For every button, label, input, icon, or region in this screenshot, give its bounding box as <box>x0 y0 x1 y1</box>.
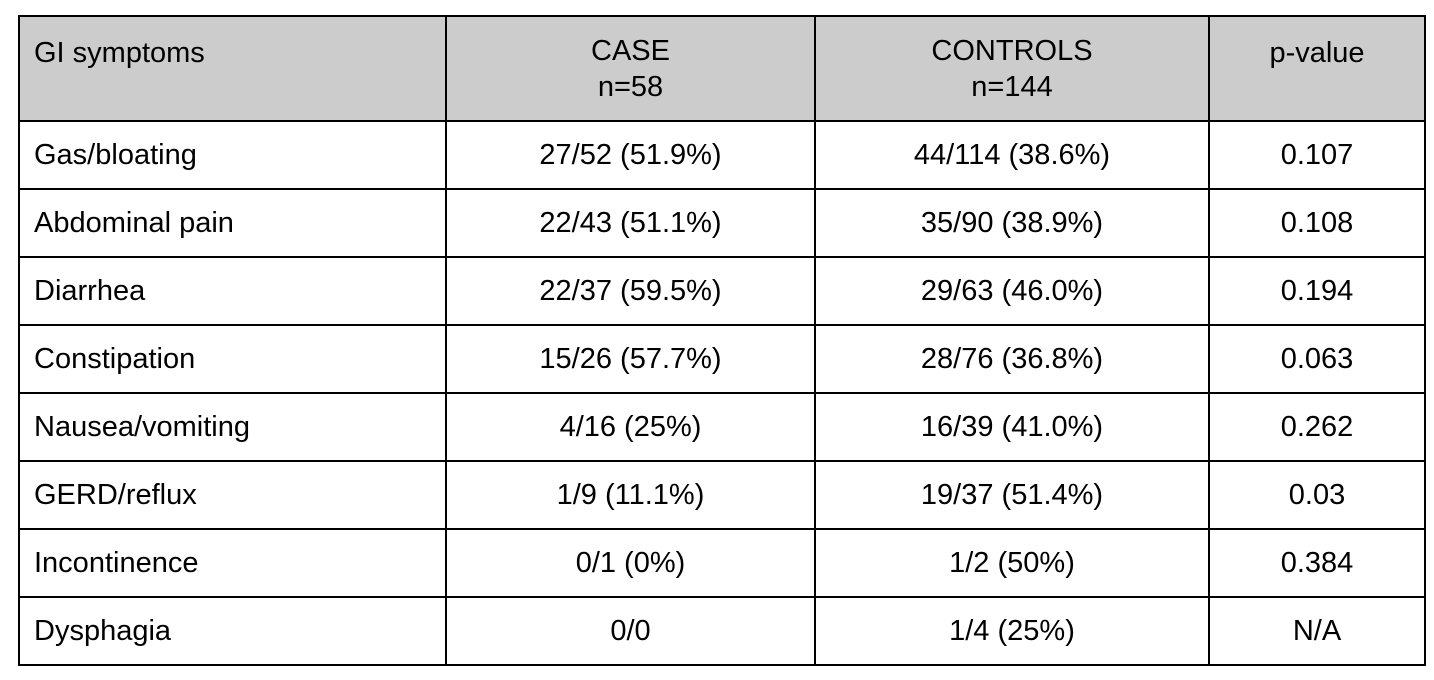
controls-cell: 44/114 (38.6%) <box>814 120 1210 190</box>
header-case-n: n=58 <box>597 70 664 103</box>
table-header: GI symptoms CASE n=58 CONTROLS n=144 p-v… <box>18 15 1426 122</box>
header-case: CASE n=58 <box>445 15 816 122</box>
symptom-cell: Gas/bloating <box>18 120 447 190</box>
case-cell: 0/1 (0%) <box>445 528 816 598</box>
header-gi-symptoms: GI symptoms <box>18 15 447 122</box>
p-value-cell: N/A <box>1208 596 1426 666</box>
header-row: GI symptoms CASE n=58 CONTROLS n=144 p-v… <box>18 15 1426 122</box>
table-row: Constipation 15/26 (57.7%) 28/76 (36.8%)… <box>18 324 1426 394</box>
case-cell: 1/9 (11.1%) <box>445 460 816 530</box>
header-controls-label: CONTROLS <box>931 34 1093 67</box>
table-row: Diarrhea 22/37 (59.5%) 29/63 (46.0%) 0.1… <box>18 256 1426 326</box>
symptom-cell: Dysphagia <box>18 596 447 666</box>
controls-cell: 35/90 (38.9%) <box>814 188 1210 258</box>
controls-cell: 1/4 (25%) <box>814 596 1210 666</box>
p-value-cell: 0.107 <box>1208 120 1426 190</box>
p-value-cell: 0.384 <box>1208 528 1426 598</box>
table-row: Dysphagia 0/0 1/4 (25%) N/A <box>18 596 1426 666</box>
p-value-cell: 0.063 <box>1208 324 1426 394</box>
controls-cell: 28/76 (36.8%) <box>814 324 1210 394</box>
case-cell: 15/26 (57.7%) <box>445 324 816 394</box>
symptom-cell: Diarrhea <box>18 256 447 326</box>
p-value-cell: 0.03 <box>1208 460 1426 530</box>
header-p-value: p-value <box>1208 15 1426 122</box>
symptom-cell: Constipation <box>18 324 447 394</box>
header-controls-n: n=144 <box>971 70 1053 103</box>
controls-cell: 1/2 (50%) <box>814 528 1210 598</box>
p-value-cell: 0.194 <box>1208 256 1426 326</box>
table-row: Gas/bloating 27/52 (51.9%) 44/114 (38.6%… <box>18 120 1426 190</box>
p-value-cell: 0.108 <box>1208 188 1426 258</box>
header-case-label: CASE <box>591 34 670 67</box>
symptom-cell: GERD/reflux <box>18 460 447 530</box>
table-row: GERD/reflux 1/9 (11.1%) 19/37 (51.4%) 0.… <box>18 460 1426 530</box>
case-cell: 22/37 (59.5%) <box>445 256 816 326</box>
controls-cell: 16/39 (41.0%) <box>814 392 1210 462</box>
symptom-cell: Incontinence <box>18 528 447 598</box>
table-row: Nausea/vomiting 4/16 (25%) 16/39 (41.0%)… <box>18 392 1426 462</box>
p-value-cell: 0.262 <box>1208 392 1426 462</box>
table-row: Abdominal pain 22/43 (51.1%) 35/90 (38.9… <box>18 188 1426 258</box>
controls-cell: 29/63 (46.0%) <box>814 256 1210 326</box>
header-controls: CONTROLS n=144 <box>814 15 1210 122</box>
table-row: Incontinence 0/1 (0%) 1/2 (50%) 0.384 <box>18 528 1426 598</box>
table-body: Gas/bloating 27/52 (51.9%) 44/114 (38.6%… <box>18 120 1426 666</box>
case-cell: 22/43 (51.1%) <box>445 188 816 258</box>
gi-symptoms-table: GI symptoms CASE n=58 CONTROLS n=144 p-v… <box>18 15 1426 666</box>
symptom-cell: Abdominal pain <box>18 188 447 258</box>
case-cell: 27/52 (51.9%) <box>445 120 816 190</box>
case-cell: 0/0 <box>445 596 816 666</box>
controls-cell: 19/37 (51.4%) <box>814 460 1210 530</box>
symptom-cell: Nausea/vomiting <box>18 392 447 462</box>
case-cell: 4/16 (25%) <box>445 392 816 462</box>
